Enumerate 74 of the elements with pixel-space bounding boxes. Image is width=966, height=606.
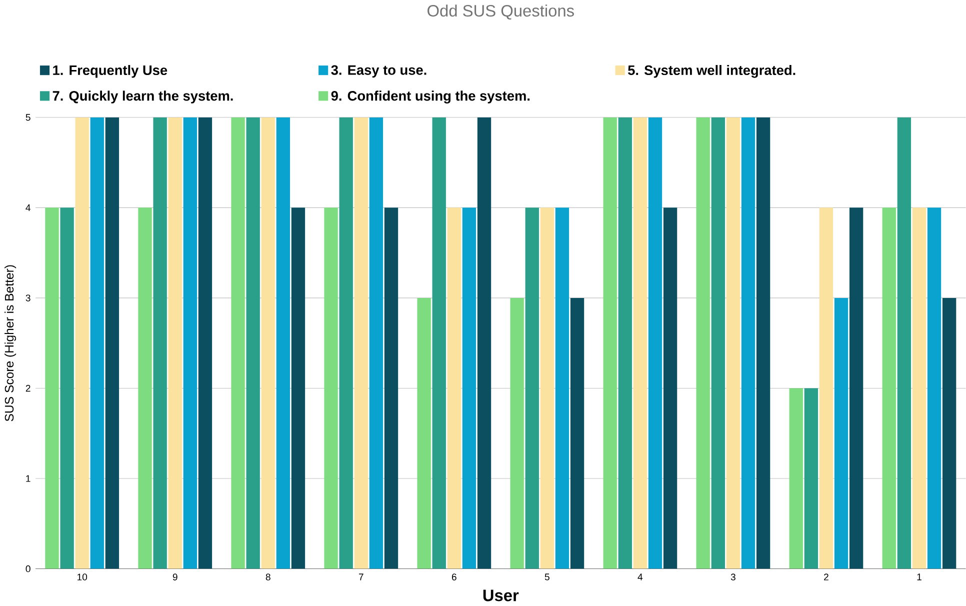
bar [339, 117, 353, 569]
x-tick-label: 4 [638, 574, 643, 580]
bar [540, 208, 554, 569]
x-tick-label: 2 [824, 574, 828, 580]
bar [432, 117, 446, 569]
bar [741, 117, 756, 569]
bar [231, 117, 245, 569]
bar [75, 117, 89, 569]
bar [477, 117, 492, 569]
x-tick-label: 9 [172, 574, 178, 580]
bar [633, 117, 648, 569]
chart-title: Odd SUS Questions [428, 4, 574, 20]
bar [849, 208, 864, 569]
bar [462, 208, 476, 569]
x-tick-label: 5 [544, 574, 550, 580]
legend-label: 3. Easy to use. [331, 65, 426, 78]
bar [324, 208, 338, 569]
legend-label: 9. Confident using the system. [331, 90, 530, 104]
bar [942, 298, 956, 569]
y-tick-label: 3 [26, 294, 30, 302]
x-tick-label: 10 [78, 574, 88, 580]
bar [663, 208, 678, 569]
bar [804, 388, 818, 569]
bar [882, 208, 896, 569]
bar [417, 298, 431, 569]
bar [927, 208, 942, 569]
y-tick-label: 4 [26, 204, 30, 212]
bar [354, 117, 368, 569]
y-tick-label: 5 [26, 114, 30, 121]
x-axis-title: User [483, 590, 519, 602]
bar [90, 117, 104, 569]
x-tick-label: 7 [358, 574, 364, 580]
bar [153, 117, 167, 569]
y-axis-title: SUS Score (Higher is Better) [4, 265, 16, 422]
bar [246, 117, 260, 569]
bar [384, 208, 398, 569]
legend-label: 7. Quickly learn the system. [52, 90, 233, 104]
bar [198, 117, 212, 569]
bar [834, 298, 848, 569]
y-tick-label: 2 [26, 384, 30, 392]
bar [696, 117, 710, 569]
x-tick-label: 8 [266, 574, 270, 580]
bar [138, 208, 152, 569]
bar [555, 208, 570, 569]
bar [525, 208, 539, 569]
legend-label: 5. System well integrated. [628, 65, 796, 78]
bar [168, 117, 182, 569]
bar [711, 117, 725, 569]
bar [618, 117, 632, 569]
bar [789, 388, 803, 569]
bar [510, 298, 524, 569]
y-tick-label: 0 [26, 566, 30, 572]
y-tick-label: 1 [26, 475, 30, 482]
bar [726, 117, 740, 569]
x-tick-label: 1 [917, 574, 922, 580]
bar [276, 117, 290, 569]
bar [369, 117, 384, 569]
bar [648, 117, 662, 569]
bar [819, 208, 834, 569]
bar [291, 208, 306, 569]
bar [603, 117, 617, 569]
bar [570, 298, 584, 569]
x-tick-label: 3 [730, 574, 736, 580]
bar [261, 117, 275, 569]
bar [60, 208, 74, 569]
bar [897, 117, 912, 569]
x-tick-label: 6 [452, 574, 456, 580]
bar [45, 208, 59, 569]
bar [447, 208, 461, 569]
bar [105, 117, 120, 569]
bar [756, 117, 770, 569]
bar [183, 117, 197, 569]
legend-label: 1. Frequently Use [53, 65, 168, 78]
bar [912, 208, 926, 569]
